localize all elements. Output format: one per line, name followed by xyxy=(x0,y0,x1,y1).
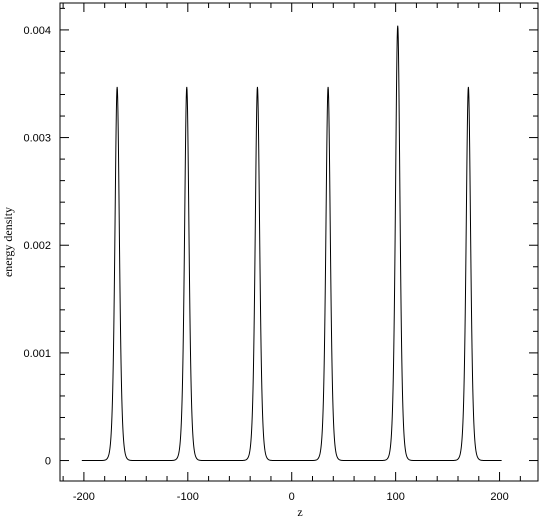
x-tick-label: -200 xyxy=(73,491,95,503)
x-tick-label: 200 xyxy=(490,491,508,503)
x-tick-labels: -200 -100 0 100 200 xyxy=(73,491,509,503)
y-tick-labels: 0 0.001 0.002 0.003 0.004 xyxy=(23,25,51,468)
y-tick-label: 0.002 xyxy=(23,240,51,252)
y-tick-label: 0 xyxy=(45,456,51,468)
x-tick-label: -100 xyxy=(177,491,199,503)
series-line xyxy=(81,25,502,462)
plot-frame xyxy=(59,2,539,482)
x-axis-label: z xyxy=(297,505,302,519)
y-tick-label: 0.001 xyxy=(23,348,51,360)
y-axis-label: energy density xyxy=(1,207,15,277)
x-tick-label: 100 xyxy=(386,491,404,503)
y-tick-label: 0.004 xyxy=(23,25,51,37)
x-tick-label: 0 xyxy=(289,491,295,503)
tick-marks xyxy=(60,3,538,481)
y-tick-label: 0.003 xyxy=(23,133,51,145)
